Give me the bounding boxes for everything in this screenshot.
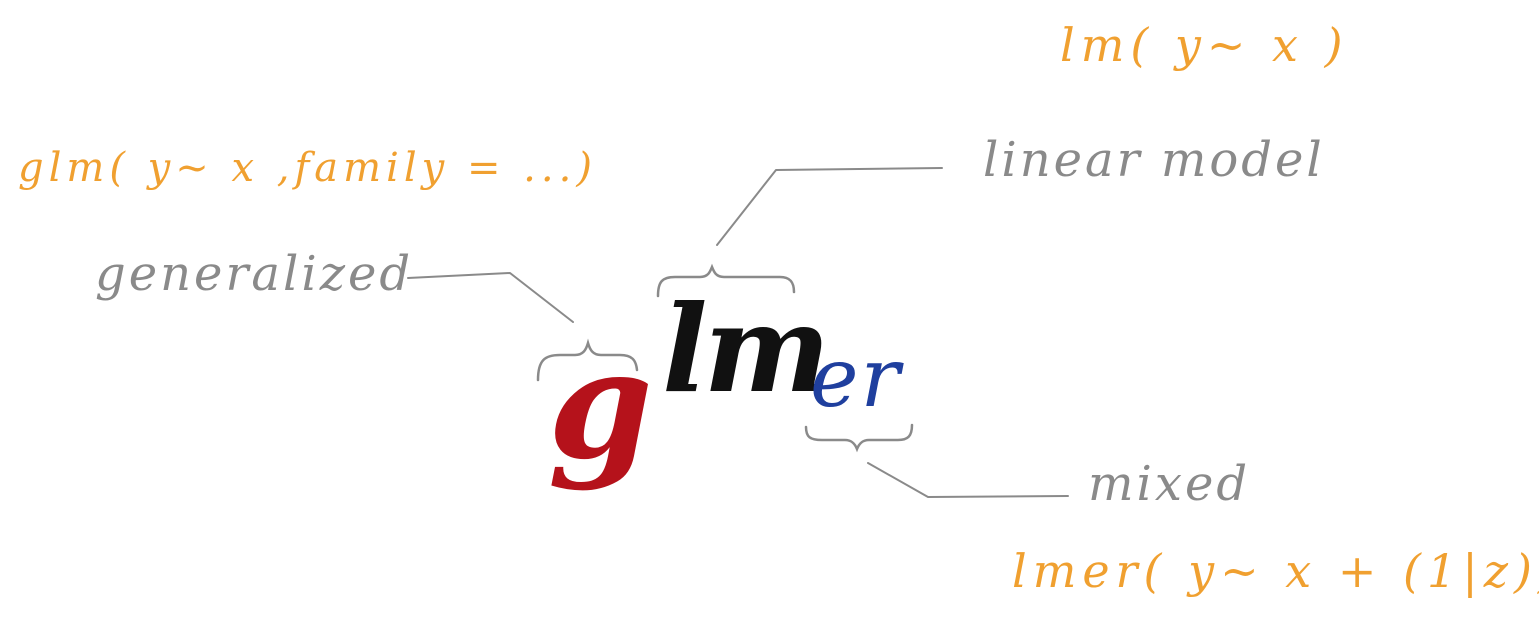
leader-generalized	[407, 272, 574, 323]
brace-lm	[656, 263, 796, 298]
leader-mixed	[867, 462, 1069, 498]
letter-g: g	[548, 317, 653, 493]
code-lm: lm( y~ x )	[1060, 18, 1349, 72]
label-generalized: generalized	[95, 246, 414, 302]
brace-er	[804, 423, 914, 453]
leader-linear-model	[716, 167, 943, 246]
label-mixed: mixed	[1088, 456, 1251, 512]
brace-g	[536, 338, 639, 382]
letters-lm: lm	[662, 279, 831, 420]
label-linear-model: linear model	[983, 132, 1325, 188]
code-glm: glm( y~ x ,family = ...)	[18, 145, 597, 191]
code-lmer: lmer( y~ x + (1|z))	[1012, 544, 1539, 598]
letters-er: er	[810, 331, 902, 426]
